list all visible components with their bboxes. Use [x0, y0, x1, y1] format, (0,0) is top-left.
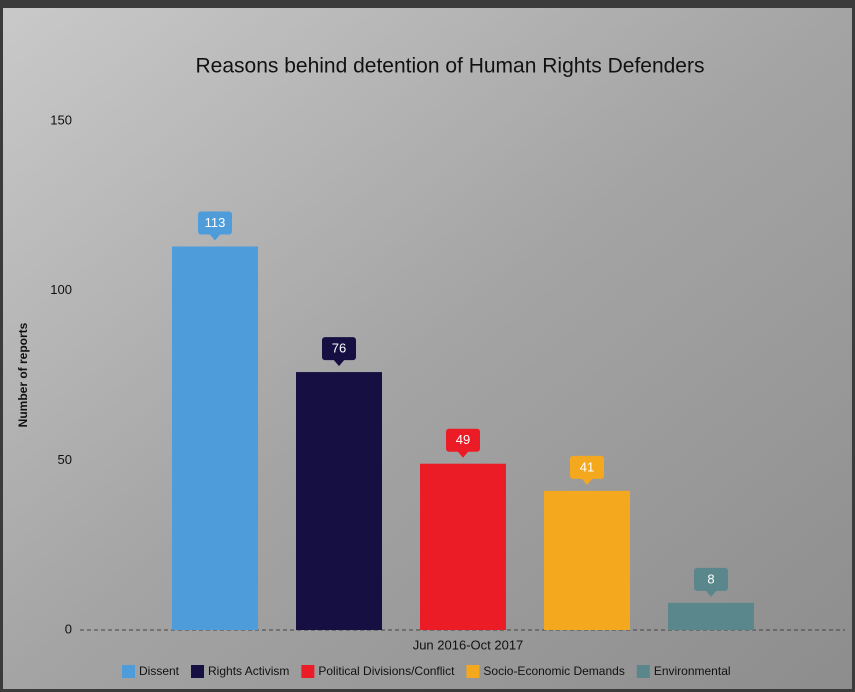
- frame: Reasons behind detention of Human Rights…: [0, 0, 855, 692]
- bar: [172, 247, 258, 630]
- legend-label: Dissent: [139, 664, 180, 678]
- legend-swatch: [637, 665, 650, 678]
- data-label: 113: [205, 215, 226, 230]
- legend-swatch: [466, 665, 479, 678]
- y-tick-label: 50: [58, 452, 72, 467]
- legend: Dissent Rights Activism Political Division…: [122, 664, 731, 678]
- x-tick-label: Jun 2016-Oct 2017: [413, 637, 524, 652]
- bar: [668, 603, 754, 630]
- bar: [420, 464, 506, 630]
- legend-label: Rights Activism: [208, 664, 289, 678]
- legend-swatch: [191, 665, 204, 678]
- y-tick-label: 0: [65, 621, 72, 636]
- legend-label: Political Divisions/Conflict: [318, 664, 455, 678]
- chart: Reasons behind detention of Human Rights…: [0, 0, 855, 692]
- bar: [544, 491, 630, 630]
- legend-swatch: [122, 665, 135, 678]
- bar: [296, 372, 382, 630]
- legend-label: Socio-Economic Demands: [483, 664, 624, 678]
- y-tick-label: 100: [50, 282, 72, 297]
- data-label: 41: [580, 459, 594, 474]
- data-label: 76: [332, 341, 346, 356]
- legend-swatch: [301, 665, 314, 678]
- chart-title: Reasons behind detention of Human Rights…: [196, 55, 705, 78]
- y-axis-title: Number of reports: [16, 322, 30, 427]
- data-label: 49: [456, 432, 470, 447]
- y-tick-label: 150: [50, 112, 72, 127]
- data-label: 8: [707, 571, 714, 586]
- legend-label: Environmental: [654, 664, 731, 678]
